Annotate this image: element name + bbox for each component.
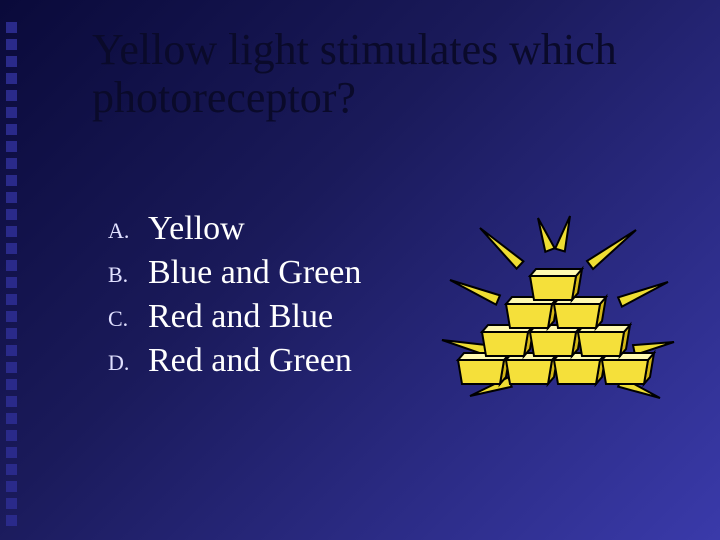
gold-bars-icon (420, 210, 680, 410)
option-a-text: Yellow (148, 210, 245, 248)
option-b-marker: B. (108, 254, 148, 288)
option-c: C. Red and Blue (108, 298, 408, 336)
option-c-text: Red and Blue (148, 298, 333, 336)
option-a-marker: A. (108, 210, 148, 244)
option-c-marker: C. (108, 298, 148, 332)
option-d-text: Red and Green (148, 342, 352, 380)
answer-options: A. Yellow B. Blue and Green C. Red and B… (108, 210, 408, 386)
decorative-squares (6, 22, 18, 526)
option-d-marker: D. (108, 342, 148, 376)
option-d: D. Red and Green (108, 342, 408, 380)
option-b-text: Blue and Green (148, 254, 361, 292)
slide-title: Yellow light stimulates which photorecep… (92, 26, 652, 121)
option-a: A. Yellow (108, 210, 408, 248)
option-b: B. Blue and Green (108, 254, 408, 292)
